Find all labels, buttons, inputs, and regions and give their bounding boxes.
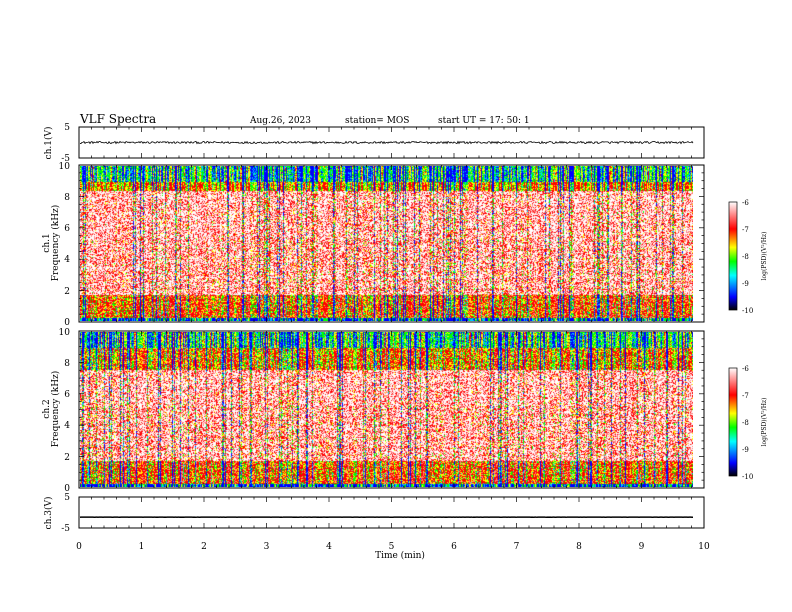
- ch2-ytick-4: 4: [64, 421, 70, 431]
- ch2-spectrogram-ylabel-channel: ch.2: [42, 399, 52, 418]
- ch2-ytick-0: 0: [64, 484, 70, 494]
- ch1-spectrogram-ylabel-channel: ch.1: [42, 233, 52, 252]
- ch2-colorbar-tick-m6: -6: [742, 365, 749, 373]
- ch2-ytick-2: 2: [64, 453, 70, 463]
- ch2-colorbar-tick-m7: -7: [742, 392, 749, 400]
- x-tick-6: 6: [451, 542, 457, 552]
- ch2-colorbar-tick-m10: -10: [742, 473, 753, 481]
- x-tick-2: 2: [201, 542, 207, 552]
- ch2-colorbar-tick-m8: -8: [742, 419, 749, 427]
- ch2-spectrogram-yticks: 0 2 4 6 8 10: [59, 328, 71, 494]
- x-tick-7: 7: [514, 542, 520, 552]
- ch1-waveform-ytick-bottom: -5: [61, 154, 70, 164]
- ch2-ytick-10: 10: [59, 328, 71, 338]
- x-tick-5: 5: [389, 542, 395, 552]
- x-tick-0: 0: [76, 542, 82, 552]
- ch1-ytick-2: 2: [64, 287, 70, 297]
- x-tick-8: 8: [576, 542, 582, 552]
- ch1-colorbar-tick-m9: -9: [742, 280, 749, 288]
- figure-title: VLF Spectra: [79, 112, 156, 126]
- ch1-waveform-panel: 5 -5 ch.1(V): [43, 123, 705, 164]
- ch1-waveform-ylabel: ch.1(V): [43, 127, 54, 160]
- start-time-label: start UT = 17: 50: 1: [438, 116, 530, 126]
- ch3-waveform-ylabel: ch.3(V): [43, 497, 54, 530]
- ch1-colorbar-gradient: [728, 201, 738, 311]
- ch1-colorbar-tick-m7: -7: [742, 226, 749, 234]
- ch1-colorbar-tick-m10: -10: [742, 307, 753, 315]
- x-axis-label: Time (min): [375, 550, 425, 561]
- ch1-colorbar: -6 -7 -8 -9 -10 log(PSD)(V²/Hz): [728, 199, 768, 315]
- ch1-colorbar-label: log(PSD)(V²/Hz): [761, 232, 768, 281]
- ch1-ytick-4: 4: [64, 255, 70, 265]
- ch2-colorbar: -6 -7 -8 -9 -10 log(PSD)(V²/Hz): [728, 365, 768, 481]
- ch1-colorbar-tick-m8: -8: [742, 253, 749, 261]
- axis-ticks: [78, 127, 705, 528]
- ch1-colorbar-tick-m6: -6: [742, 199, 749, 207]
- ch1-ytick-0: 0: [64, 318, 70, 328]
- x-tick-4: 4: [326, 542, 332, 552]
- date-label: Aug.26, 2023: [249, 116, 311, 126]
- station-label: station= MOS: [345, 116, 409, 126]
- ch2-ytick-6: 6: [64, 390, 70, 400]
- x-tick-9: 9: [639, 542, 645, 552]
- ch1-waveform-trace: [79, 140, 694, 145]
- ch2-colorbar-label: log(PSD)(V²/Hz): [761, 398, 768, 447]
- ch1-ytick-6: 6: [64, 224, 70, 234]
- ch1-spectrogram-ylabel-frequency: Frequency (kHz): [50, 205, 61, 282]
- ch2-ytick-8: 8: [64, 359, 70, 369]
- x-tick-labels: 0 1 2 3 4 5 6 7 8 9 10: [76, 542, 710, 552]
- ch1-ytick-10: 10: [59, 162, 71, 172]
- ch2-colorbar-gradient: [728, 367, 738, 477]
- ch1-waveform-ytick-top: 5: [64, 123, 70, 133]
- ch2-spectrogram-panel: 0 2 4 6 8 10 ch.2 Frequency (kHz) -6 -7 …: [42, 328, 768, 494]
- ch1-spectrogram-yticks: 0 2 4 6 8 10: [59, 162, 71, 328]
- x-tick-1: 1: [139, 542, 145, 552]
- ch3-waveform-ytick-bottom: -5: [61, 524, 70, 534]
- ch1-ytick-8: 8: [64, 193, 70, 203]
- ch3-waveform-ytick-top: 5: [64, 493, 70, 503]
- x-tick-3: 3: [264, 542, 270, 552]
- ch3-waveform-panel: 5 -5 ch.3(V): [43, 493, 705, 534]
- ch1-spectrogram-panel: 0 2 4 6 8 10 ch.1 Frequency (kHz) -6 -7 …: [42, 162, 768, 328]
- ch2-spectrogram-ylabel-frequency: Frequency (kHz): [50, 371, 61, 448]
- x-tick-10: 10: [698, 542, 710, 552]
- ch2-colorbar-tick-m9: -9: [742, 446, 749, 454]
- ch1-spectrogram-image: [80, 166, 693, 321]
- ch2-spectrogram-image: [80, 332, 693, 487]
